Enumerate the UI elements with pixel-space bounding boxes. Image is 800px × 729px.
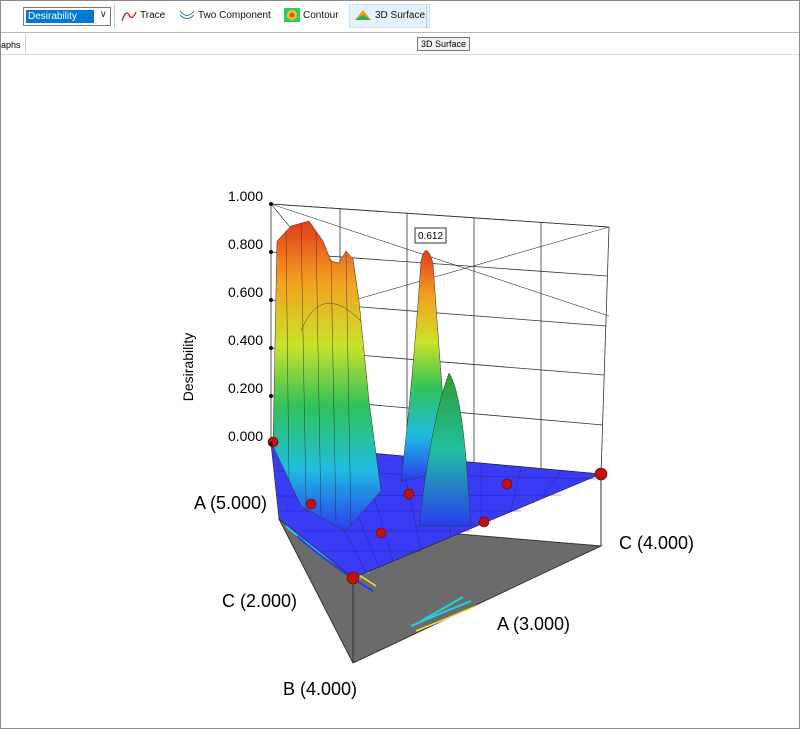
response-dropdown[interactable]: Desirability ∨ <box>23 7 111 26</box>
two-component-button[interactable]: Two Component <box>179 5 271 27</box>
surface-ridge <box>272 220 382 532</box>
peak-label: 0.612 <box>418 231 443 242</box>
z-tick-label: 0.400 <box>228 332 263 348</box>
peak-label-box <box>414 227 447 244</box>
button-label: Two Component <box>198 10 271 21</box>
z-tick-label: 1.000 <box>228 188 263 204</box>
contour-button[interactable]: Contour <box>284 5 339 27</box>
z-tick-label: 0.000 <box>228 428 263 444</box>
z-tick-label: 0.600 <box>228 284 263 300</box>
surface-peak <box>418 372 472 527</box>
button-label: Contour <box>303 10 339 21</box>
3d-surface-button[interactable]: 3D Surface <box>349 4 431 28</box>
tab-border <box>1 54 799 55</box>
tooltip: 3D Surface <box>417 37 471 51</box>
z-tick-dot <box>269 298 273 302</box>
corner-label: A (5.000) <box>194 493 267 513</box>
toolbar: Desirability ∨ Trace Two Component Contou… <box>1 1 799 33</box>
button-label: Trace <box>140 10 166 21</box>
z-tick-dot <box>269 250 273 254</box>
z-tick-dot <box>269 202 273 206</box>
corner-label: C (2.000) <box>222 591 297 611</box>
z-tick-dot <box>269 346 273 350</box>
z-axis-title: Desirability <box>180 333 196 401</box>
corner-label: C (4.000) <box>619 533 694 553</box>
z-tick-dot <box>269 394 273 398</box>
corner-label: B (4.000) <box>283 679 357 699</box>
z-tick-label: 0.200 <box>228 380 263 396</box>
dropdown-value: Desirability <box>26 10 94 23</box>
z-tick-label: 0.800 <box>228 236 263 252</box>
button-label: 3D Surface <box>375 10 426 21</box>
corner-label: A (3.000) <box>497 614 570 634</box>
separator <box>426 4 427 29</box>
z-tick-dot <box>269 442 273 446</box>
trace-button[interactable]: Trace <box>121 5 165 27</box>
separator <box>114 4 115 29</box>
